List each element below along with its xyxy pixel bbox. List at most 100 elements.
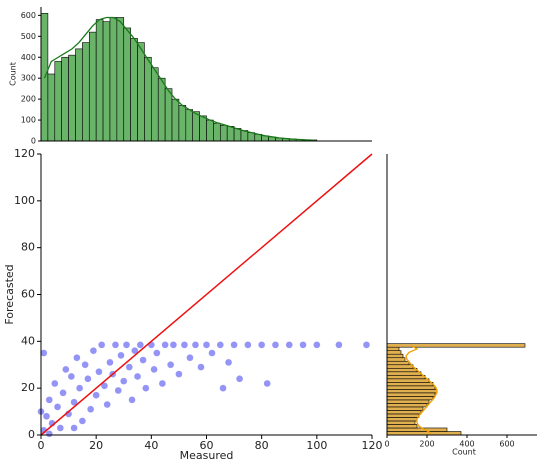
scatter-point — [208, 349, 216, 357]
y-tick-label: 200 — [21, 95, 36, 104]
scatter-point — [161, 341, 169, 349]
histogram-bar — [386, 431, 462, 436]
scatter-point — [263, 379, 271, 388]
y-tick-label: 60 — [21, 288, 35, 301]
scatter-point — [285, 341, 293, 349]
y-tick-label: 100 — [14, 194, 35, 207]
scatter-point — [81, 361, 89, 369]
histogram-bar — [386, 389, 438, 394]
histogram-bar — [213, 122, 221, 142]
scatter-point — [313, 341, 321, 349]
scatter-point — [299, 341, 307, 349]
y-tick-label: 40 — [21, 334, 35, 347]
scatter-point — [97, 341, 106, 349]
scatter-point — [73, 354, 81, 362]
x-axis-label: Count — [452, 448, 476, 457]
histogram-bar — [144, 56, 152, 142]
histogram-bar — [82, 42, 90, 142]
histogram-bar — [68, 54, 76, 142]
y-tick-label: 100 — [21, 116, 36, 125]
scatter-point — [56, 424, 65, 432]
histogram-bar — [386, 403, 428, 408]
scatter-point — [153, 349, 161, 357]
x-tick-label: 400 — [459, 440, 474, 449]
histogram-bar — [386, 424, 418, 429]
kde-curve — [43, 16, 314, 141]
histogram-bar — [219, 124, 228, 142]
scatter-point — [122, 341, 131, 349]
scatter-point — [271, 341, 280, 349]
scatter-point — [133, 372, 142, 381]
histogram-bar — [54, 61, 62, 142]
scatter-point — [335, 341, 343, 349]
histogram-bar — [386, 357, 406, 362]
scatter-point — [244, 341, 252, 349]
scatter-point — [150, 365, 158, 374]
scatter-point — [166, 361, 175, 369]
histogram-bar — [157, 77, 166, 142]
scatter-point — [62, 365, 70, 374]
histogram-bar — [109, 17, 118, 142]
histogram-bar — [386, 410, 422, 415]
scatter-point — [92, 391, 100, 399]
scatter-point — [114, 386, 122, 395]
scatter-point — [175, 370, 183, 378]
scatter-point — [53, 403, 62, 411]
histogram-bar — [386, 413, 420, 418]
y-tick-label: 0 — [31, 137, 36, 146]
histogram-bar — [386, 406, 424, 411]
x-tick-label: 200 — [419, 440, 434, 449]
scatter-point — [45, 396, 53, 404]
x-tick-label: 120 — [362, 439, 383, 452]
histogram-bar — [178, 105, 187, 142]
scatter-point — [191, 341, 200, 349]
y-tick-label: 0 — [28, 428, 35, 441]
x-tick-label: 60 — [200, 439, 214, 452]
histogram-bar — [61, 56, 69, 142]
histogram-bar — [386, 385, 436, 390]
scatter-point — [136, 341, 145, 349]
histogram-bar — [151, 67, 159, 142]
histogram-bar — [130, 38, 138, 142]
histogram-bar — [88, 31, 97, 142]
scatter-point — [103, 400, 111, 409]
scatter-point — [70, 424, 78, 432]
y-tick-label: 600 — [21, 11, 36, 20]
y-tick-label: 80 — [21, 241, 35, 254]
scatter-point — [89, 347, 98, 355]
histogram-bar — [386, 364, 414, 369]
scatter-point — [219, 384, 227, 392]
scatter-point — [59, 389, 67, 397]
histogram-bar — [164, 88, 173, 142]
histogram-bar — [386, 399, 430, 404]
scatter-point — [230, 341, 238, 349]
scatter-point — [70, 398, 78, 406]
histogram-bar — [137, 42, 145, 142]
histogram-bar — [386, 392, 436, 397]
y-axis-label: Count — [9, 62, 18, 86]
scatter-point — [45, 430, 53, 438]
scatter-point — [131, 347, 139, 355]
histogram-bar — [95, 19, 104, 142]
scatter-point — [216, 341, 224, 349]
scatter-point — [257, 341, 266, 349]
scatter-point — [84, 375, 92, 383]
scatter-point — [142, 384, 150, 392]
histogram-bar — [386, 346, 400, 351]
histogram-bar — [171, 98, 180, 142]
histogram-bar — [386, 353, 404, 359]
histogram-bar — [386, 417, 418, 422]
scatter-point — [95, 368, 103, 376]
histogram-bar — [386, 374, 426, 380]
x-axis-label: Measured — [180, 449, 234, 462]
x-tick-label: 0 — [384, 440, 389, 449]
histogram-bar — [386, 427, 448, 432]
histogram-bar — [386, 420, 416, 425]
scatter-point — [120, 377, 128, 385]
scatter-point — [180, 341, 189, 349]
y-tick-label: 300 — [21, 74, 36, 83]
scatter-point — [111, 341, 120, 349]
scatter-point — [40, 349, 48, 357]
scatter-point — [362, 341, 371, 349]
